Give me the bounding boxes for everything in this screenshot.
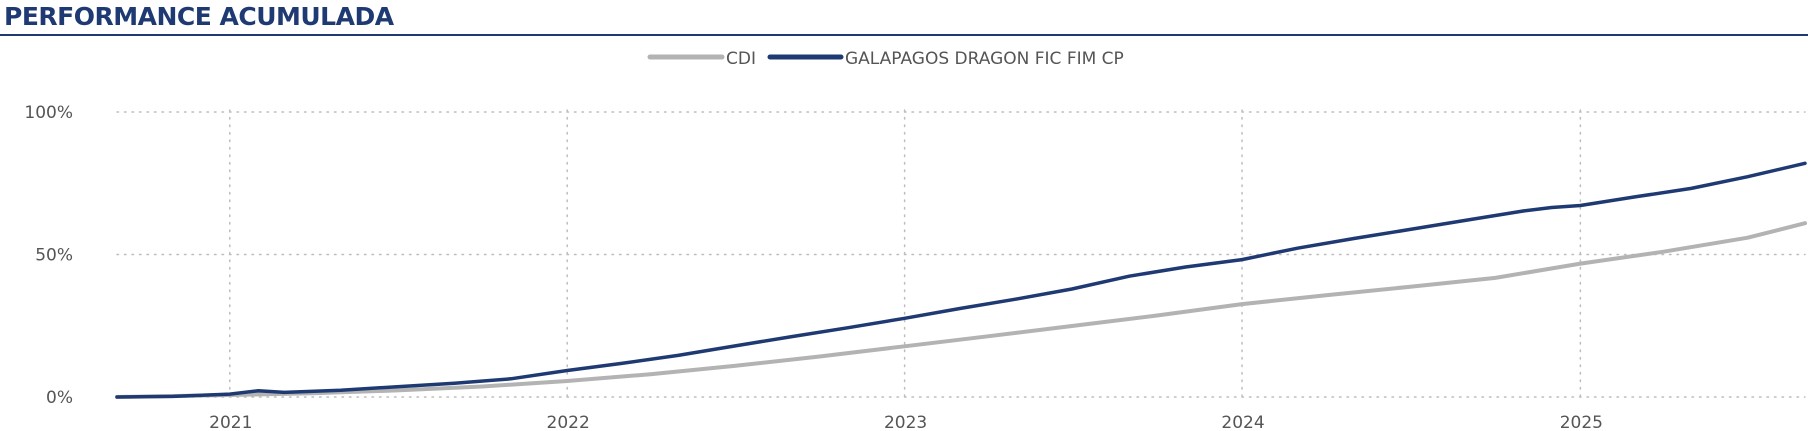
series-lines xyxy=(115,161,1807,399)
axis-labels: 0% 50% 100% 2021 2022 2023 2024 2025 xyxy=(24,103,1603,431)
x-tick-label: 2022 xyxy=(547,413,590,431)
page-title: PERFORMANCE ACUMULADA xyxy=(4,2,394,31)
y-tick-label: 100% xyxy=(24,103,73,123)
x-tick-label: 2024 xyxy=(1221,413,1264,431)
series-line-fund xyxy=(115,161,1807,399)
x-tick-label: 2023 xyxy=(884,413,927,431)
legend: CDI GALAPAGOS DRAGON FIC FIM CP xyxy=(647,49,1124,69)
x-tick-label: 2025 xyxy=(1560,413,1603,431)
title-divider xyxy=(0,34,1808,36)
y-tick-label: 50% xyxy=(35,246,73,266)
series-line-cdi xyxy=(115,221,1807,399)
x-tick-label: 2021 xyxy=(209,413,252,431)
legend-label-fund: GALAPAGOS DRAGON FIC FIM CP xyxy=(845,49,1124,69)
y-tick-label: 0% xyxy=(46,388,73,408)
legend-label-cdi: CDI xyxy=(726,49,756,69)
grid xyxy=(116,109,1806,401)
